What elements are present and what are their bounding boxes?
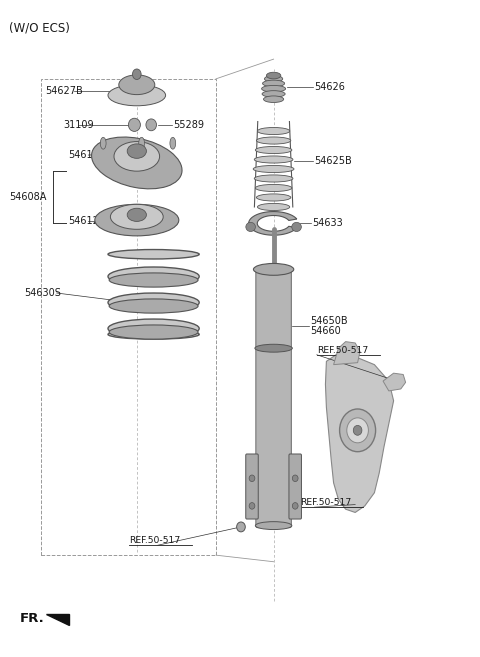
Ellipse shape xyxy=(127,208,146,221)
FancyBboxPatch shape xyxy=(256,267,291,528)
Ellipse shape xyxy=(347,418,369,443)
Ellipse shape xyxy=(263,80,285,87)
Text: 54627B: 54627B xyxy=(46,86,84,97)
Ellipse shape xyxy=(119,75,155,95)
Ellipse shape xyxy=(108,85,166,106)
Ellipse shape xyxy=(292,222,301,231)
Ellipse shape xyxy=(108,267,199,286)
Text: REF.50-517: REF.50-517 xyxy=(300,498,351,507)
Ellipse shape xyxy=(132,69,141,79)
Ellipse shape xyxy=(237,522,245,532)
Ellipse shape xyxy=(256,194,291,201)
Ellipse shape xyxy=(353,426,362,436)
Ellipse shape xyxy=(109,273,198,287)
Text: 31109: 31109 xyxy=(63,120,94,130)
Ellipse shape xyxy=(92,137,182,189)
Ellipse shape xyxy=(262,85,286,92)
Text: 54610: 54610 xyxy=(68,150,99,160)
Text: 54633: 54633 xyxy=(312,218,343,229)
Text: 54650B: 54650B xyxy=(311,315,348,326)
Text: REF.50-517: REF.50-517 xyxy=(129,536,180,545)
Ellipse shape xyxy=(246,222,255,231)
Ellipse shape xyxy=(100,137,106,149)
Ellipse shape xyxy=(110,204,163,229)
Ellipse shape xyxy=(257,127,290,135)
Ellipse shape xyxy=(256,137,291,144)
Ellipse shape xyxy=(253,166,294,173)
Text: 54612: 54612 xyxy=(68,216,99,227)
Ellipse shape xyxy=(249,503,255,509)
Polygon shape xyxy=(249,212,297,235)
Text: (W/O ECS): (W/O ECS) xyxy=(9,21,70,34)
Text: 54630S: 54630S xyxy=(24,288,61,298)
Ellipse shape xyxy=(254,156,293,163)
FancyBboxPatch shape xyxy=(246,454,258,519)
Ellipse shape xyxy=(255,185,292,192)
Text: FR.: FR. xyxy=(20,612,45,625)
Ellipse shape xyxy=(109,299,198,313)
Ellipse shape xyxy=(170,137,176,149)
Ellipse shape xyxy=(262,91,285,97)
Ellipse shape xyxy=(108,319,199,338)
Polygon shape xyxy=(325,355,394,512)
Text: 54660: 54660 xyxy=(311,326,341,336)
Ellipse shape xyxy=(108,330,199,339)
Ellipse shape xyxy=(249,475,255,482)
Ellipse shape xyxy=(146,119,156,131)
Ellipse shape xyxy=(128,118,140,131)
Polygon shape xyxy=(383,373,406,391)
Ellipse shape xyxy=(340,409,376,452)
Ellipse shape xyxy=(255,344,292,352)
Ellipse shape xyxy=(114,142,159,171)
Text: 54625B: 54625B xyxy=(314,156,352,166)
Ellipse shape xyxy=(257,204,290,210)
Ellipse shape xyxy=(292,503,298,509)
Text: REF.50-517: REF.50-517 xyxy=(317,346,368,355)
Polygon shape xyxy=(334,342,360,365)
Ellipse shape xyxy=(253,263,294,275)
Ellipse shape xyxy=(255,522,292,530)
Bar xyxy=(41,79,216,555)
Ellipse shape xyxy=(292,475,298,482)
Ellipse shape xyxy=(254,175,293,182)
Ellipse shape xyxy=(127,144,146,158)
Ellipse shape xyxy=(108,293,199,312)
Ellipse shape xyxy=(264,96,284,102)
FancyBboxPatch shape xyxy=(289,454,301,519)
Text: 55289: 55289 xyxy=(173,120,204,130)
Ellipse shape xyxy=(264,76,283,82)
Ellipse shape xyxy=(266,72,281,79)
Text: 54608A: 54608A xyxy=(10,192,47,202)
Polygon shape xyxy=(46,614,69,625)
Ellipse shape xyxy=(108,250,199,259)
Ellipse shape xyxy=(95,204,179,236)
Text: 54626: 54626 xyxy=(314,82,345,93)
Ellipse shape xyxy=(255,147,292,154)
Ellipse shape xyxy=(109,325,198,339)
Ellipse shape xyxy=(139,137,144,149)
